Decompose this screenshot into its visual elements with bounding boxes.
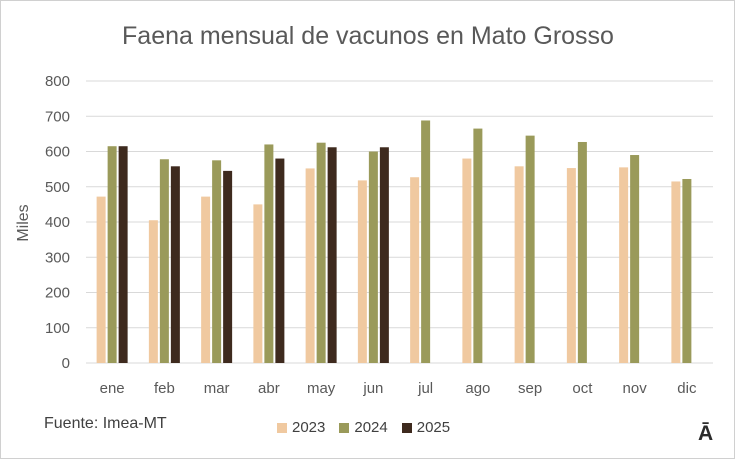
bar-2024-feb (159, 159, 169, 363)
x-tick-label-sep: sep (518, 380, 542, 397)
bar-2024-mar (212, 160, 222, 363)
bar-2025-jun (379, 147, 389, 363)
x-tick-label-oct: oct (572, 380, 593, 397)
bar-2023-jun (357, 180, 367, 363)
bar-2025-may (327, 147, 337, 363)
bar-2023-nov (619, 167, 629, 363)
bar-2023-sep (514, 166, 524, 363)
chart-title: Faena mensual de vacunos en Mato Grosso (122, 22, 614, 50)
legend-item-2023: 2023 (277, 419, 325, 436)
bar-2025-abr (275, 158, 285, 363)
y-tick-label-500: 500 (45, 179, 70, 196)
x-tick-label-jun: jun (362, 380, 383, 397)
y-tick-label-300: 300 (45, 249, 70, 266)
bar-2024-nov (630, 155, 640, 363)
legend-swatch-2024 (339, 422, 350, 433)
x-tick-label-feb: feb (154, 380, 175, 397)
x-tick-label-jul: jul (417, 380, 433, 397)
x-tick-label-ago: ago (465, 380, 490, 397)
legend-item-2025: 2025 (401, 419, 451, 436)
bar-2024-sep (525, 135, 535, 363)
x-tick-label-dic: dic (677, 380, 697, 397)
legend-label-2024: 2024 (354, 419, 388, 436)
bar-2024-jun (368, 151, 378, 363)
bar-2024-ene (107, 146, 117, 363)
bar-2023-ene (96, 196, 106, 363)
bar-2023-ago (462, 158, 472, 363)
bar-2024-may (316, 142, 326, 363)
x-tick-label-ene: ene (100, 380, 125, 397)
x-tick-label-abr: abr (258, 380, 280, 397)
bar-2023-may (305, 168, 315, 363)
gridlines (86, 80, 713, 364)
brand-logo-icon: Ā (698, 422, 714, 445)
bar-2023-feb (148, 220, 158, 363)
bar-2024-abr (264, 144, 274, 363)
bar-2024-oct (577, 141, 587, 363)
bar-2024-dic (682, 178, 692, 363)
legend-item-2024: 2024 (339, 419, 388, 436)
x-tick-label-may: may (307, 380, 336, 397)
bars (96, 120, 692, 363)
bar-2025-feb (170, 166, 180, 363)
legend-swatch-2023 (277, 422, 287, 433)
bar-2024-ago (473, 128, 483, 363)
y-tick-label-100: 100 (45, 320, 70, 337)
bar-2023-mar (201, 196, 211, 363)
legend-label-2023: 2023 (292, 419, 326, 436)
bar-2025-ene (118, 146, 128, 363)
y-tick-label-700: 700 (45, 108, 70, 125)
bar-2023-abr (253, 204, 263, 363)
bar-2023-jul (410, 177, 420, 363)
x-tick-labels: ene feb mar abr may jun jul ago sep oct nov dic (100, 380, 697, 397)
y-axis-label: Miles (15, 204, 32, 241)
legend-label-2025: 2025 (416, 419, 451, 436)
bar-2024-jul (421, 120, 431, 363)
y-tick-label-200: 200 (45, 285, 70, 302)
x-tick-label-nov: nov (623, 380, 648, 397)
legend-swatch-2025 (401, 422, 412, 433)
y-tick-labels: 0 100 200 300 400 500 600 700 800 (45, 73, 70, 372)
y-tick-label-0: 0 (62, 355, 70, 372)
bar-2025-mar (223, 170, 233, 363)
legend: 2023 2024 2025 (277, 419, 450, 436)
source-note: Fuente: Imea-MT (44, 415, 167, 432)
x-tick-label-mar: mar (204, 380, 230, 397)
bar-2023-dic (671, 181, 681, 363)
y-tick-label-400: 400 (45, 214, 70, 231)
y-tick-label-800: 800 (45, 73, 70, 90)
bar-2023-oct (566, 168, 576, 363)
y-tick-label-600: 600 (45, 144, 70, 161)
